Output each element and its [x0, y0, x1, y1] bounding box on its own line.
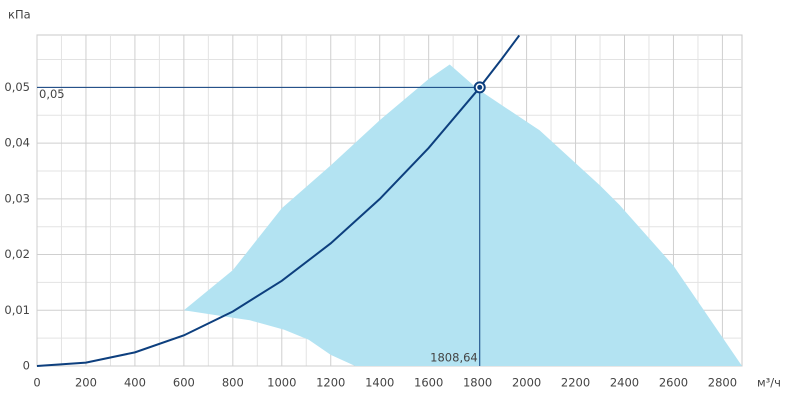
- x-tick-label: 1000: [267, 376, 296, 390]
- x-tick-label: 2000: [512, 376, 541, 390]
- x-tick-label: 1400: [365, 376, 394, 390]
- y-tick-label: 0,05: [4, 80, 30, 94]
- y-tick-label: 0,01: [4, 303, 30, 317]
- y-tick-label: 0,04: [4, 136, 30, 150]
- x-tick-label: 1200: [316, 376, 345, 390]
- work-area: [183, 64, 742, 366]
- y-tick-label: 0: [23, 359, 30, 373]
- x-tick-label: 1600: [414, 376, 443, 390]
- x-tick-label: 200: [75, 376, 97, 390]
- x-tick-label: 800: [222, 376, 244, 390]
- x-tick-label: 2800: [708, 376, 737, 390]
- point-y-label: 0,05: [39, 87, 65, 101]
- point-x-label: 1808,64: [430, 351, 478, 365]
- x-tick-label: 600: [173, 376, 195, 390]
- x-tick-label: 400: [124, 376, 146, 390]
- y-tick-label: 0,02: [4, 247, 30, 261]
- x-tick-label: 2600: [659, 376, 688, 390]
- y-tick-label: 0,03: [4, 191, 30, 205]
- x-tick-label: 1800: [463, 376, 492, 390]
- y-axis-label: кПа: [8, 8, 31, 22]
- x-tick-label: 2400: [610, 376, 639, 390]
- x-tick-label: 0: [33, 376, 40, 390]
- operating-point-core: [477, 84, 483, 90]
- x-tick-label: 2200: [561, 376, 590, 390]
- x-axis-label: м³/ч: [757, 376, 781, 390]
